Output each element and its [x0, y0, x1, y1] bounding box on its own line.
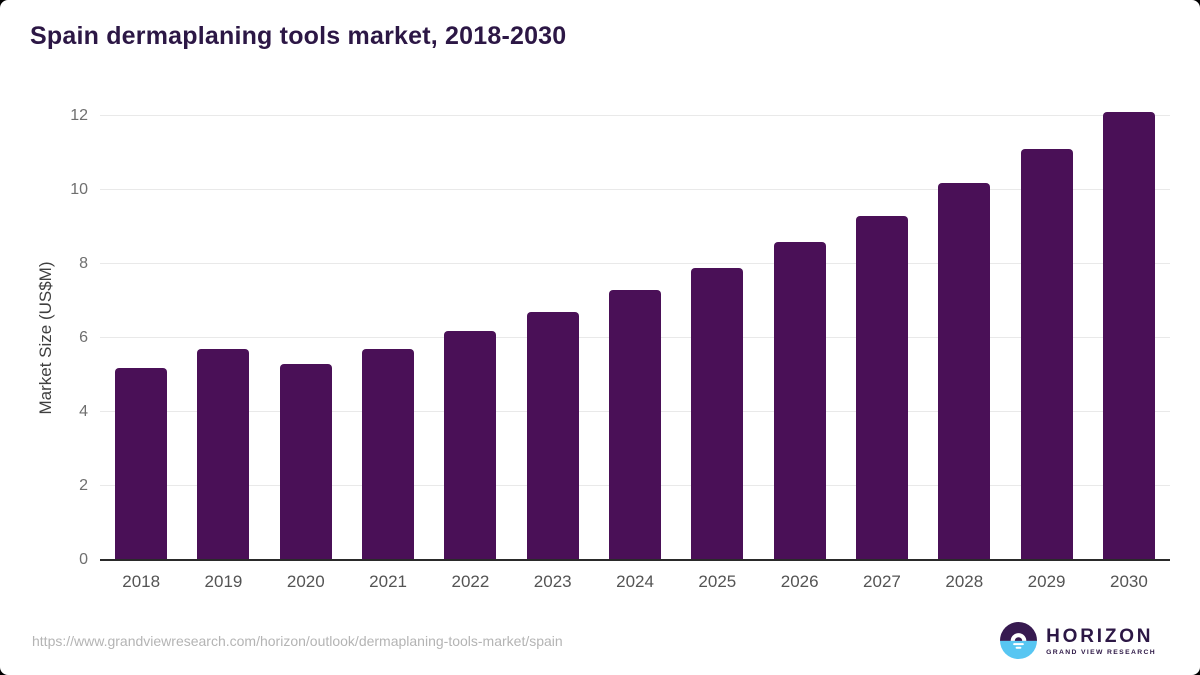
bar-slot-2018 — [100, 96, 182, 560]
bar-2028 — [938, 182, 991, 560]
gridline-12 — [100, 115, 1170, 116]
bar-2023 — [526, 312, 579, 560]
xtick-label-2021: 2021 — [369, 572, 407, 591]
x-axis-line — [100, 559, 1170, 561]
bar-2020 — [279, 363, 332, 560]
bar-2024 — [609, 289, 662, 560]
bar-slot-2022 — [429, 96, 511, 560]
bar-2021 — [362, 349, 415, 560]
xtick-label-2024: 2024 — [616, 572, 654, 591]
gridline-10 — [100, 189, 1170, 190]
bar-2026 — [773, 241, 826, 560]
bar-2030 — [1102, 112, 1155, 560]
ytick-label-2: 2 — [79, 477, 88, 494]
xtick-label-2028: 2028 — [945, 572, 984, 591]
bar-slot-2023 — [512, 96, 594, 560]
ytick-label-0: 0 — [79, 551, 88, 568]
bar-2025 — [691, 267, 744, 560]
bar-slot-2020 — [265, 96, 347, 560]
xtick-label-2018: 2018 — [122, 572, 161, 591]
bar-2018 — [115, 367, 168, 560]
logo-subtitle: GRAND VIEW RESEARCH — [1046, 648, 1156, 656]
bar-slot-2029 — [1005, 96, 1087, 560]
xtick-label-2023: 2023 — [533, 572, 572, 591]
ytick-label-4: 4 — [79, 403, 88, 420]
xtick-label-2019: 2019 — [204, 572, 243, 591]
plot-area: 0 2 4 6 8 10 12 2018 2019 2020 2021 2022 2023 2024 20… — [70, 96, 1170, 591]
logo-name: HORIZON — [1046, 625, 1154, 647]
bar-slot-2026 — [759, 96, 841, 560]
bar-slot-2027 — [841, 96, 923, 560]
bar-2019 — [197, 349, 250, 560]
ytick-label-6: 6 — [79, 329, 88, 346]
horizon-logo-icon — [1000, 622, 1038, 659]
xtick-label-2022: 2022 — [451, 572, 490, 591]
bar-slot-2030 — [1088, 96, 1170, 560]
bar-2027 — [855, 215, 908, 560]
ytick-label-12: 12 — [70, 107, 88, 124]
gridline-8 — [100, 263, 1170, 264]
xtick-label-2026: 2026 — [780, 572, 819, 591]
bar-2029 — [1020, 149, 1073, 560]
x-axis-labels: 2018 2019 2020 2021 2022 2023 2024 2025 2026 2027… — [100, 572, 1170, 592]
horizon-logo: HORIZON GRAND VIEW RESEARCH — [1000, 622, 1156, 659]
bar-slot-2021 — [347, 96, 429, 560]
bar-2022 — [444, 330, 497, 560]
bar-slot-2024 — [594, 96, 676, 560]
horizon-logo-text: HORIZON GRAND VIEW RESEARCH — [1046, 626, 1156, 656]
bar-slot-2025 — [676, 96, 758, 560]
bar-series — [100, 96, 1170, 560]
bar-slot-2019 — [182, 96, 264, 560]
bar-slot-2028 — [923, 96, 1005, 560]
xtick-label-2027: 2027 — [863, 572, 901, 591]
ytick-label-10: 10 — [70, 181, 88, 198]
xtick-label-2029: 2029 — [1027, 572, 1066, 591]
xtick-label-2030: 2030 — [1109, 572, 1148, 591]
chart-title: Spain dermaplaning tools market, 2018-20… — [30, 22, 567, 50]
source-url: https://www.grandviewresearch.com/horizo… — [32, 633, 563, 649]
ytick-label-8: 8 — [79, 255, 88, 272]
xtick-label-2020: 2020 — [286, 572, 325, 591]
xtick-label-2025: 2025 — [698, 572, 737, 591]
